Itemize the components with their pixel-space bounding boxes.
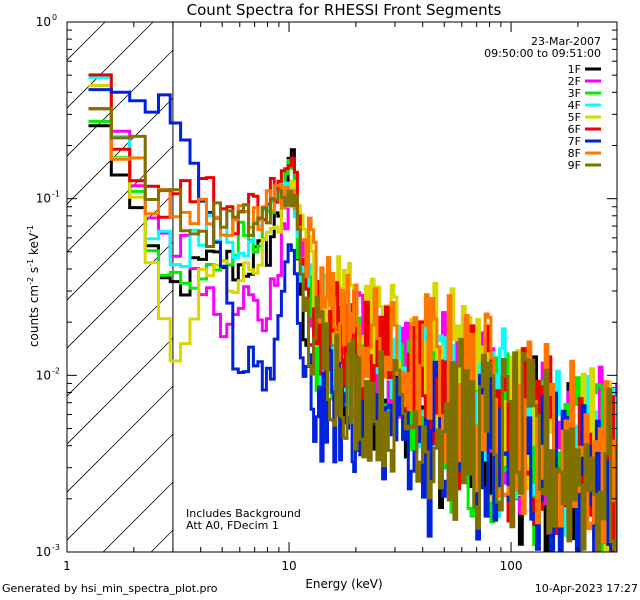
attenuator-note: Att A0, FDecim 1 [186,519,279,532]
legend-label: 3F [568,87,581,100]
hatched-region [66,21,174,553]
y-tick-exponent: 0 [52,13,57,22]
hatch-line [66,49,174,157]
time-range-label: 09:50:00 to 09:51:00 [484,47,601,60]
hatch-line [66,193,174,301]
date-label: 23-Mar-2007 [531,35,601,48]
y-tick-exponent: -2 [52,366,60,375]
footer-timestamp: 10-Apr-2023 17:27 [534,582,638,595]
y-label-exp: -1 [26,225,35,233]
y-axis-label: counts cm-2 s-1 keV-1 [26,225,41,347]
hatch-line [66,433,174,541]
x-tick-label: 100 [500,559,523,573]
hatch-line [66,241,174,349]
legend-label: 1F [568,63,581,76]
y-tick-exponent: -1 [52,190,60,199]
hatch-line [66,385,174,493]
background-note: Includes Background [186,507,301,520]
hatch-line [66,97,174,205]
y-tick-label: 10 [36,192,51,206]
y-tick-label: 10 [36,15,51,29]
legend-label: 2F [568,75,581,88]
hatch-line [66,337,174,445]
y-tick-label: 10 [36,368,51,382]
x-tick-label: 1 [63,559,71,573]
hatch-line [66,21,154,109]
hatch-line [150,529,174,553]
y-tick-label: 10 [36,545,51,559]
y-label-part: s [27,267,41,277]
y-label-exp: -1 [26,259,35,267]
x-tick-labels: 1 10 100 [63,559,522,573]
legend-label: 7F [568,135,581,148]
footer-generator: Generated by hsi_min_spectra_plot.pro [2,582,218,595]
hatch-line [102,481,174,553]
x-axis-label: Energy (keV) [305,577,382,591]
plot-frame [66,21,618,553]
legend-label: 8F [568,147,581,160]
legend-label: 6F [568,123,581,136]
y-tick-exponent: -3 [52,543,60,552]
hatch-line [66,289,174,397]
chart-title: Count Spectra for RHESSI Front Segments [187,1,502,19]
axis-ticks [66,22,618,553]
hatch-line [66,145,174,253]
legend-label: 9F [568,159,581,172]
hatch-line [66,21,106,61]
x-tick-label: 10 [281,559,296,573]
y-label-part: keV [27,232,41,259]
legend-label: 5F [568,111,581,124]
legend-label: 4F [568,99,581,112]
series-group [88,73,617,552]
y-label-exp: -2 [26,277,35,285]
y-label-part: counts cm [27,285,41,347]
series-line-9F [88,107,617,552]
